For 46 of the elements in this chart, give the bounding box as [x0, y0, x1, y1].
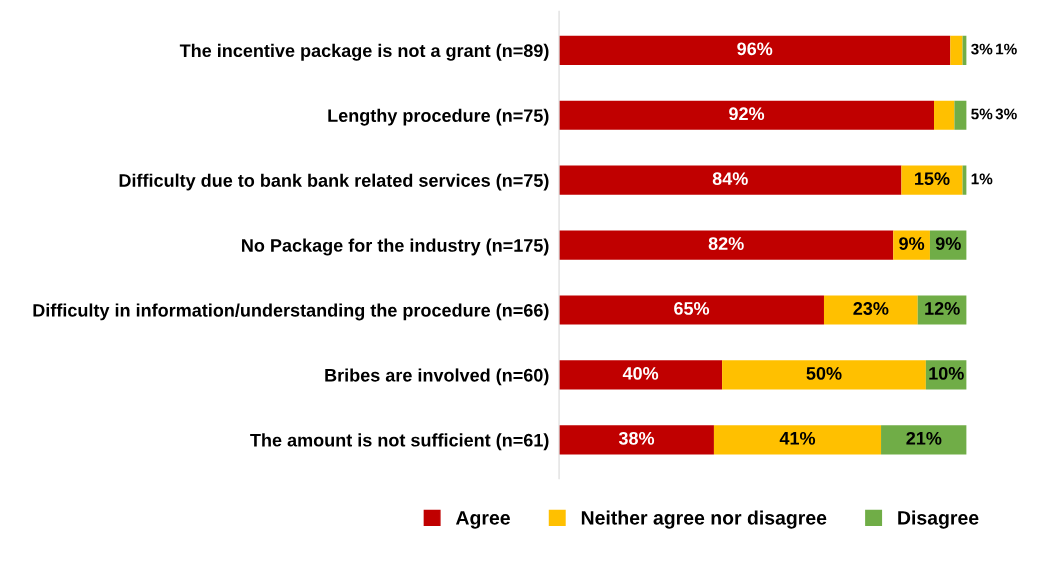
- data-label: 15%: [915, 172, 950, 186]
- data-label: 9%: [935, 237, 961, 250]
- y-tick-label: The incentive package is not a grant (n=89): [179, 43, 549, 61]
- bar: [950, 35, 963, 65]
- data-label: 65%: [674, 302, 710, 315]
- data-label: 3%: [971, 43, 993, 55]
- bar: [559, 100, 935, 130]
- bar: [559, 425, 714, 455]
- y-tick-label: Difficulty due to bank bank related services (n=75): [119, 173, 549, 191]
- data-label: 1%: [971, 173, 993, 185]
- data-label: 10%: [929, 366, 964, 380]
- legend-label: Disagree: [898, 510, 979, 529]
- data-label: 23%: [853, 302, 889, 315]
- data-label: 41%: [779, 431, 816, 445]
- bar: [722, 360, 926, 390]
- y-tick-label: Lengthy procedure (n=75): [328, 108, 549, 126]
- y-tick-label: Bribes are involved (n=60): [325, 368, 549, 386]
- data-label: 5%: [971, 108, 993, 120]
- data-label: 9%: [899, 237, 925, 250]
- data-label: 40%: [622, 366, 659, 380]
- data-label: 96%: [737, 42, 773, 56]
- bar: [559, 35, 951, 65]
- y-tick-label: The amount is not sufficient (n=61): [250, 433, 549, 451]
- data-label: 21%: [906, 431, 942, 445]
- bar: [954, 100, 967, 130]
- data-label: 84%: [712, 172, 748, 186]
- data-label: 82%: [708, 237, 744, 250]
- bar: [823, 295, 918, 325]
- data-label: 50%: [806, 366, 842, 380]
- data-label: 1%: [996, 43, 1017, 55]
- bar: [559, 360, 723, 390]
- legend-label: Neither agree nor disagree: [581, 510, 827, 529]
- data-label: 3%: [995, 108, 1017, 120]
- data-label: 12%: [925, 302, 960, 315]
- data-label: 38%: [618, 431, 655, 445]
- bar: [559, 295, 824, 325]
- legend-label: Agree: [455, 511, 510, 529]
- bar: [881, 425, 967, 455]
- y-tick-label: No Package for the industry (n=175): [242, 238, 549, 256]
- bar: [713, 425, 882, 455]
- bar: [901, 165, 963, 195]
- bar: [559, 165, 902, 195]
- bar: [934, 100, 955, 130]
- data-label: 92%: [729, 107, 765, 121]
- y-tick-label: Difficulty in information/understanding the procedure (n=66): [33, 303, 549, 321]
- bar: [559, 230, 894, 260]
